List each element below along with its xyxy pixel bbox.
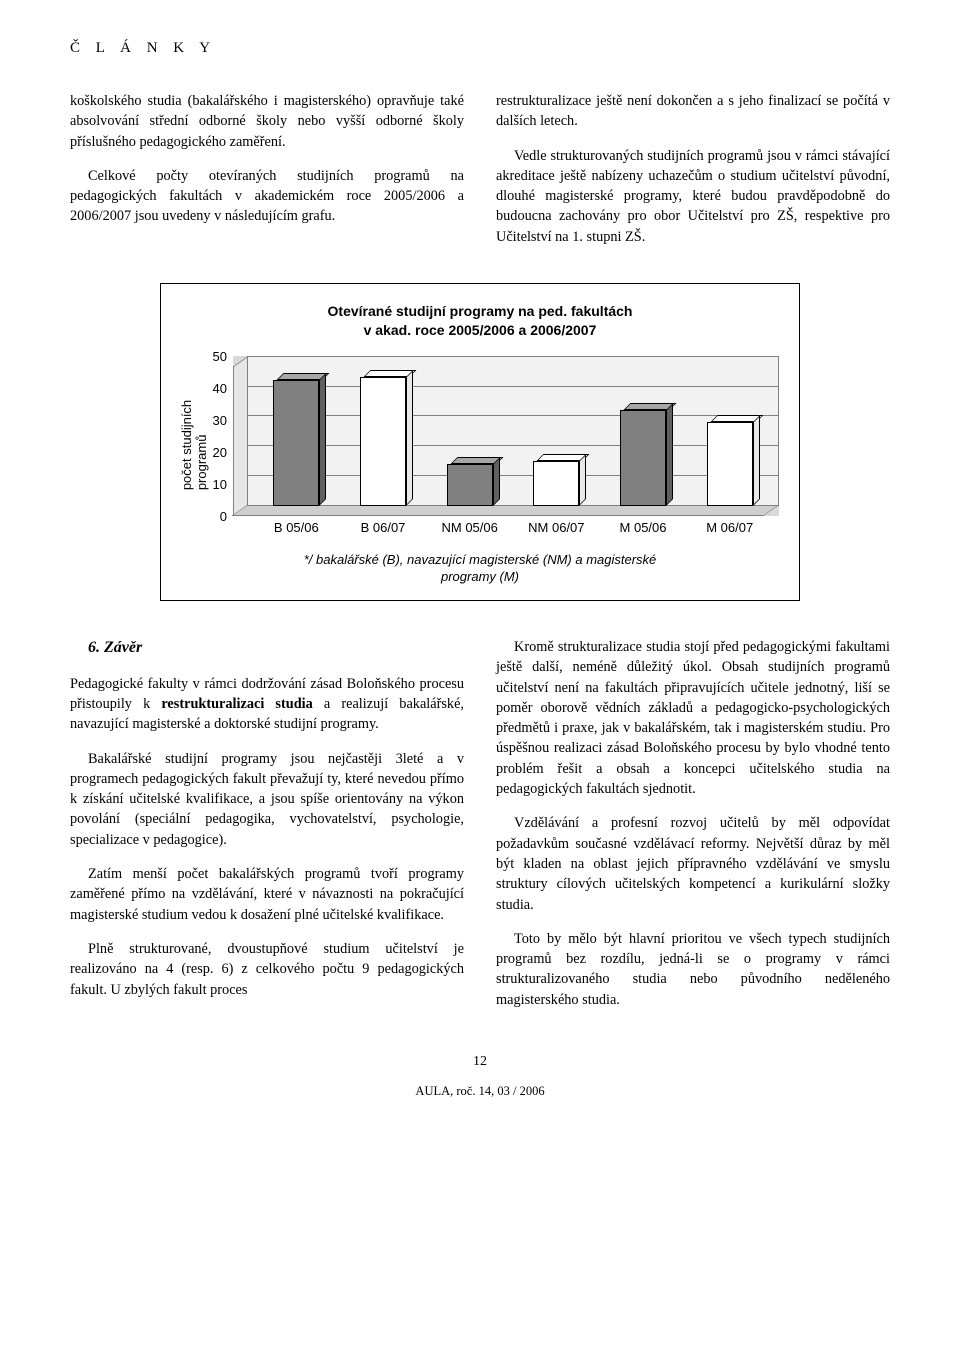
plot-wrap: 50403020100 B 05/06B 06/07NM 05/06NM 06/… [207, 356, 779, 535]
xtick-label: M 06/07 [686, 520, 773, 535]
bar-side [753, 415, 760, 506]
para: koškolského studia (bakalářského i magis… [70, 91, 464, 152]
xtick-label: M 05/06 [600, 520, 687, 535]
chart-note-line: */ bakalářské (B), navazující magistersk… [304, 552, 657, 567]
para: Pedagogické fakulty v rámci dodržování z… [70, 674, 464, 735]
bar [707, 422, 753, 506]
chart-container: Otevírané studijní programy na ped. faku… [160, 283, 800, 601]
x-labels: B 05/06B 06/07NM 05/06NM 06/07M 05/06M 0… [247, 516, 779, 535]
para: Celkové počty otevíraných studijních pro… [70, 166, 464, 227]
chart-body: počet studijních programů 50403020100 B … [181, 356, 779, 535]
bar-front [707, 422, 753, 506]
bar-side [579, 454, 586, 506]
bar-side [319, 373, 326, 506]
top-col-right: restrukturalizace ještě není dokončen a … [496, 91, 890, 261]
section6-columns: 6. Závěr Pedagogické fakulty v rámci dod… [70, 637, 890, 1024]
plot-area [233, 356, 779, 516]
chart-note-line: programy (M) [441, 569, 519, 584]
bar [447, 464, 493, 506]
para: Vedle strukturovaných studijních program… [496, 146, 890, 247]
bar [273, 380, 319, 506]
para: Bakalářské studijní programy jsou nejčas… [70, 749, 464, 850]
xtick-label: NM 05/06 [426, 520, 513, 535]
plot-floor [231, 505, 779, 516]
bar [360, 377, 406, 506]
bar [620, 410, 666, 506]
xtick-label: B 05/06 [253, 520, 340, 535]
bar-side [493, 457, 500, 506]
para: Vzdělávání a profesní rozvoj učitelů by … [496, 813, 890, 914]
bar-front [360, 377, 406, 506]
footer: AULA, roč. 14, 03 / 2006 [70, 1084, 890, 1099]
xtick-label: B 06/07 [340, 520, 427, 535]
ylabel-line: počet studijních [179, 400, 194, 490]
bar-front [273, 380, 319, 506]
ylabel-line: programů [194, 435, 209, 491]
bar-front [447, 464, 493, 506]
page-header: Č L Á N K Y [70, 40, 890, 57]
para: Kromě strukturalizace studia stojí před … [496, 637, 890, 799]
bars [247, 356, 779, 506]
bar-side [406, 370, 413, 506]
section6-col-left: 6. Závěr Pedagogické fakulty v rámci dod… [70, 637, 464, 1024]
bar-side [666, 403, 673, 506]
chart-note: */ bakalářské (B), navazující magistersk… [181, 551, 779, 586]
para: Zatím menší počet bakalářských programů … [70, 864, 464, 925]
text-bold: restrukturalizaci studia [161, 696, 312, 712]
top-col-left: koškolského studia (bakalářského i magis… [70, 91, 464, 261]
para: restrukturalizace ještě není dokončen a … [496, 91, 890, 132]
bar-front [533, 461, 579, 506]
xtick-label: NM 06/07 [513, 520, 600, 535]
page: Č L Á N K Y koškolského studia (bakalářs… [0, 0, 960, 1366]
chart-ylabel: počet studijních programů [181, 356, 207, 535]
chart-title-line: v akad. roce 2005/2006 a 2006/2007 [364, 322, 597, 338]
chart-title: Otevírané studijní programy na ped. faku… [181, 302, 779, 340]
bar-front [620, 410, 666, 506]
plot-side-wall [233, 356, 248, 517]
para: Plně strukturované, dvoustupňové studium… [70, 939, 464, 1000]
section6-title: 6. Závěr [70, 637, 464, 660]
page-number: 12 [70, 1054, 890, 1070]
top-columns: koškolského studia (bakalářského i magis… [70, 91, 890, 261]
bar [533, 461, 579, 506]
section6-col-right: Kromě strukturalizace studia stojí před … [496, 637, 890, 1024]
plot-row: 50403020100 [207, 356, 779, 516]
chart-title-line: Otevírané studijní programy na ped. faku… [328, 303, 633, 319]
para: Toto by mělo být hlavní prioritou ve vše… [496, 929, 890, 1010]
y-ticks: 50403020100 [207, 356, 233, 516]
